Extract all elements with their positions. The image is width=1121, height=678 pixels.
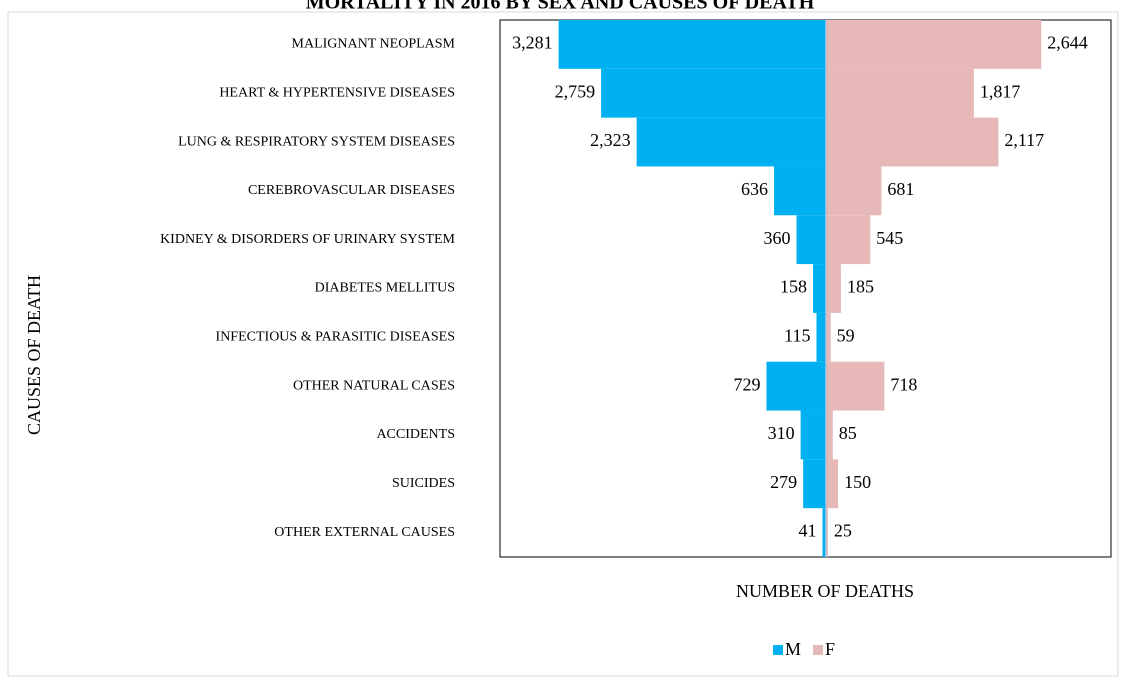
chart-title: MORTALITY IN 2016 BY SEX AND CAUSES OF D… <box>306 0 815 14</box>
category-label: LUNG & RESPIRATORY SYSTEM DISEASES <box>178 134 455 149</box>
bar <box>825 410 833 460</box>
value-label: 2,117 <box>1004 130 1044 150</box>
value-label: 718 <box>890 374 917 394</box>
value-label: 185 <box>847 277 874 297</box>
bar <box>803 459 826 509</box>
value-label: 2,323 <box>590 130 631 150</box>
bar <box>796 215 826 265</box>
bar <box>800 410 826 460</box>
value-label: 41 <box>799 521 817 541</box>
category-label: DIABETES MELLITUS <box>315 281 455 296</box>
value-label: 115 <box>784 325 810 345</box>
bar <box>825 20 1042 69</box>
y-axis-label: CAUSES OF DEATH <box>24 275 44 435</box>
value-label: 545 <box>876 228 903 248</box>
bar <box>825 264 841 313</box>
bar <box>636 117 826 167</box>
value-label: 360 <box>764 228 791 248</box>
category-label: INFECTIOUS & PARASITIC DISEASES <box>216 330 455 345</box>
legend-label: F <box>825 639 835 659</box>
bar <box>812 264 826 313</box>
category-label: HEART & HYPERTENSIVE DISEASES <box>219 85 455 100</box>
bar <box>825 361 885 411</box>
category-label: OTHER NATURAL CASES <box>293 378 455 393</box>
bar <box>816 312 826 362</box>
bar <box>825 117 999 167</box>
value-label: 636 <box>741 179 768 199</box>
bar <box>766 361 826 411</box>
value-label: 150 <box>844 472 871 492</box>
value-label: 2,644 <box>1047 33 1088 53</box>
category-label: MALIGNANT NEOPLASM <box>292 37 456 52</box>
category-label: ACCIDENTS <box>376 427 455 442</box>
legend-swatch <box>813 645 823 655</box>
value-label: 25 <box>834 521 852 541</box>
x-axis-label: NUMBER OF DEATHS <box>736 581 914 601</box>
bar <box>825 215 871 265</box>
value-label: 279 <box>770 472 797 492</box>
chart-frame <box>7 11 1119 677</box>
legend-swatch <box>773 645 783 655</box>
bar <box>825 68 974 118</box>
bar <box>825 166 882 216</box>
bar <box>825 508 828 557</box>
value-label: 729 <box>733 374 760 394</box>
value-label: 3,281 <box>512 33 553 53</box>
bar <box>601 68 826 118</box>
value-label: 681 <box>887 179 914 199</box>
bar <box>558 20 826 69</box>
bar <box>825 459 839 509</box>
value-label: 158 <box>780 277 807 297</box>
category-label: KIDNEY & DISORDERS OF URINARY SYSTEM <box>160 232 455 247</box>
category-label: OTHER EXTERNAL CAUSES <box>274 525 455 540</box>
bar <box>822 508 826 557</box>
value-label: 310 <box>768 423 795 443</box>
bar <box>774 166 826 216</box>
value-label: 1,817 <box>980 81 1021 101</box>
value-label: 2,759 <box>555 81 596 101</box>
bar <box>825 312 831 362</box>
category-label: CEREBROVASCULAR DISEASES <box>248 183 455 198</box>
legend-label: M <box>785 639 801 659</box>
value-label: 59 <box>837 325 855 345</box>
value-label: 85 <box>839 423 857 443</box>
category-label: SUICIDES <box>392 476 455 491</box>
